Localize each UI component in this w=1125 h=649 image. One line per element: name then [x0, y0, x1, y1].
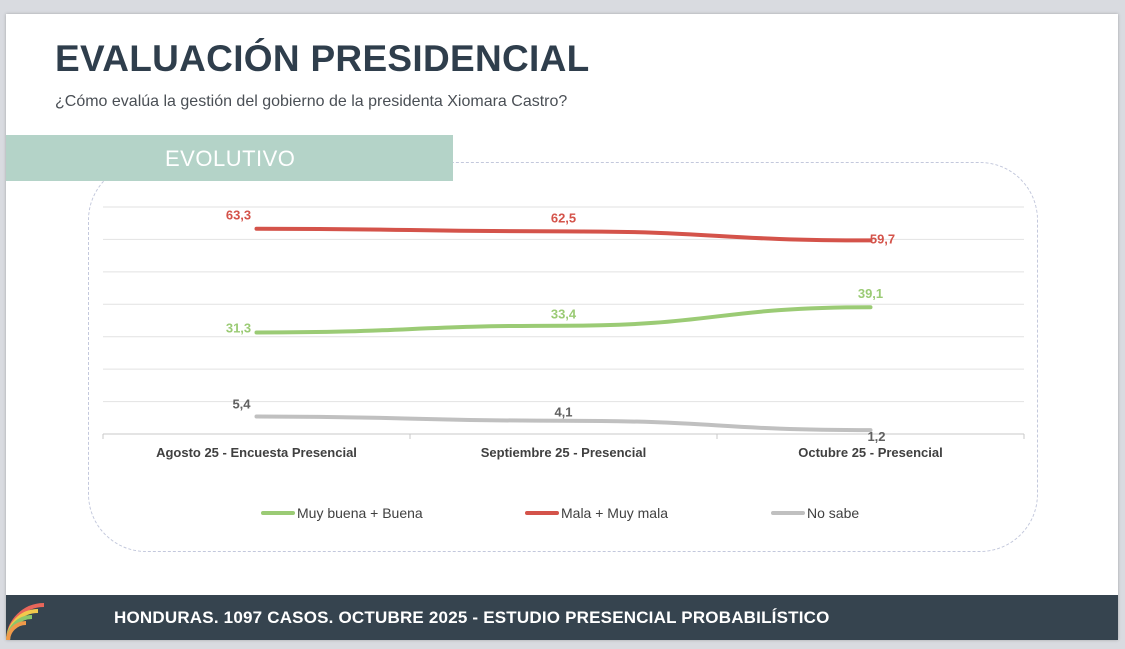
data-label: 5,4	[232, 396, 251, 411]
series-line-2	[254, 414, 873, 433]
x-tick-label: Agosto 25 - Encuesta Presencial	[156, 445, 357, 460]
section-tab-label: EVOLUTIVO	[165, 146, 296, 171]
footer-bar: HONDURAS. 1097 CASOS. OCTUBRE 2025 - EST…	[6, 595, 1118, 640]
chart-frame	[88, 162, 1038, 552]
slide: EVALUACIÓN PRESIDENCIAL ¿Cómo evalúa la …	[6, 14, 1118, 640]
data-label: 4,1	[554, 405, 572, 420]
data-label: 39,1	[858, 286, 883, 301]
page-subtitle: ¿Cómo evalúa la gestión del gobierno de …	[55, 93, 568, 110]
page-title: EVALUACIÓN PRESIDENCIAL	[55, 38, 590, 79]
data-label: 31,3	[226, 320, 251, 335]
section-tab: EVOLUTIVO	[6, 135, 453, 181]
data-label: 33,4	[551, 307, 577, 322]
data-label: 63,3	[226, 208, 251, 223]
series-line-1	[254, 226, 873, 243]
x-tick-label: Septiembre 25 - Presencial	[481, 445, 646, 460]
x-tick-label: Octubre 25 - Presencial	[798, 445, 943, 460]
rainbow-logo-icon	[6, 603, 45, 640]
line-chart: Agosto 25 - Encuesta Presencial Septiembr…	[102, 206, 1025, 521]
data-label: 1,2	[867, 429, 885, 444]
legend-label: No sabe	[807, 505, 859, 521]
series-line-0	[254, 305, 873, 335]
data-label: 62,5	[551, 210, 576, 225]
legend-label: Muy buena + Buena	[297, 505, 423, 521]
data-label: 59,7	[870, 231, 895, 246]
legend-label: Mala + Muy mala	[561, 505, 668, 521]
footer-text: HONDURAS. 1097 CASOS. OCTUBRE 2025 - EST…	[114, 608, 830, 627]
